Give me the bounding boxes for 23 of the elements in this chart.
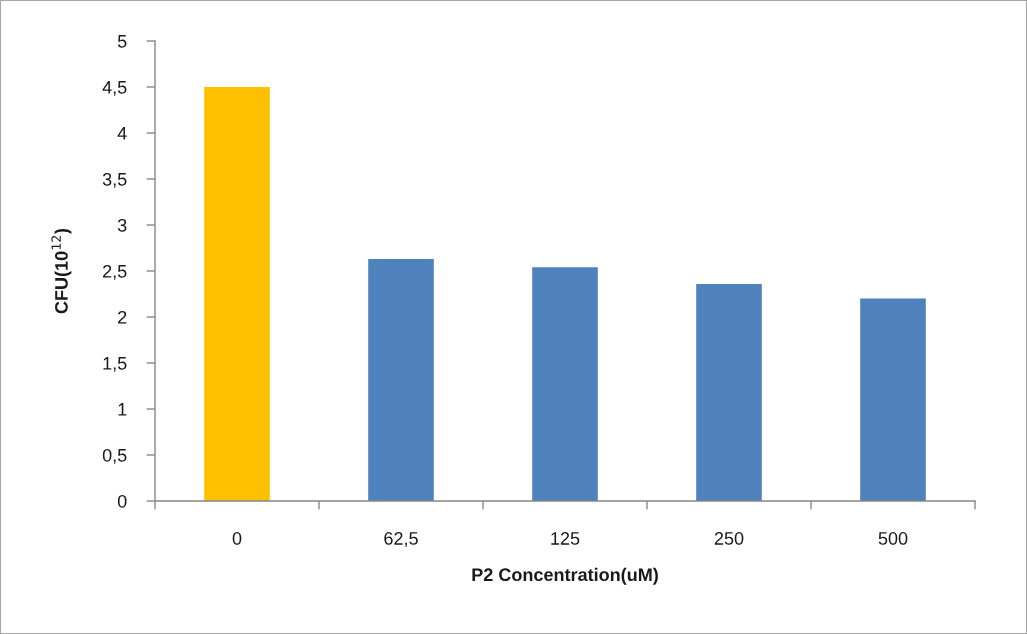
x-tick-label: 0 (232, 532, 242, 545)
bar (204, 87, 270, 501)
y-tick-label: 3 (117, 218, 127, 232)
y-tick-label: 0 (117, 494, 127, 508)
bar (532, 267, 598, 501)
x-tick-label: 500 (878, 532, 908, 545)
y-tick-label: 5 (117, 35, 127, 48)
y-tick-label: 2,5 (103, 264, 127, 280)
y-tick-label: 1 (118, 403, 127, 416)
x-tick-label: 125 (551, 532, 580, 545)
y-tick-label: 3,5 (102, 172, 127, 188)
bar (368, 259, 434, 501)
x-tick-label: 62,5 (384, 532, 418, 547)
y-tick-label: 4 (117, 127, 127, 140)
y-tick-label: 4,5 (102, 81, 127, 96)
y-tick-label: 0,5 (102, 448, 127, 464)
x-tick-label: 250 (714, 532, 744, 545)
bar (860, 298, 926, 501)
x-axis-title: P2 Concentration(uM) (472, 567, 658, 585)
y-tick-label: 1,5 (103, 357, 127, 372)
bar (696, 283, 762, 501)
y-tick-label: 2 (118, 310, 127, 324)
y-axis-title: CFU(10$^{12}$) (51, 229, 72, 314)
